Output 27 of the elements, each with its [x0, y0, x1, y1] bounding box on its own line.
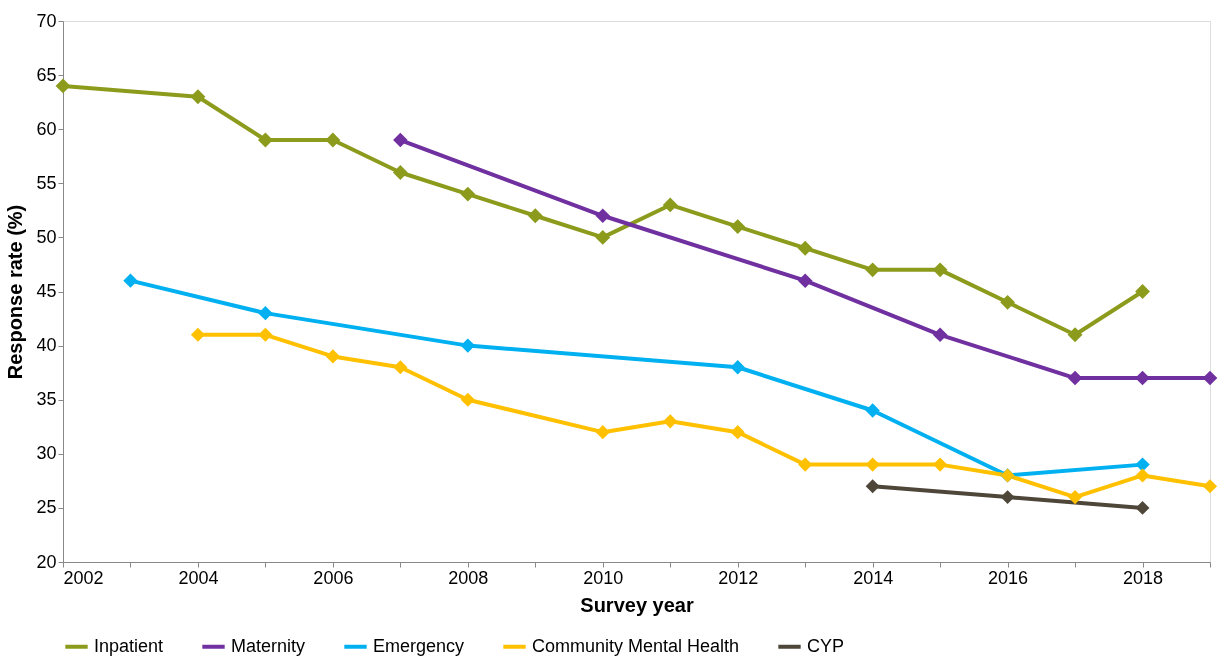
- x-tick-label: 2016: [988, 567, 1029, 588]
- y-tick-label: 30: [36, 443, 57, 464]
- x-tick-label: 2018: [1123, 567, 1164, 588]
- y-tick-label: 65: [36, 64, 57, 85]
- y-axis-title: Response rate (%): [4, 204, 27, 380]
- legend-label: Community Mental Health: [532, 635, 740, 656]
- x-tick-label: 2006: [313, 567, 354, 588]
- y-tick-label: 50: [36, 226, 57, 247]
- y-tick-label: 20: [36, 551, 57, 572]
- y-tick-label: 60: [36, 118, 57, 139]
- x-tick-label: 2002: [63, 567, 104, 588]
- y-tick-label: 45: [36, 281, 57, 301]
- x-tick-label: 2014: [853, 567, 894, 588]
- y-tick-label: 40: [36, 335, 57, 356]
- x-tick-label: 2008: [448, 567, 489, 588]
- legend-label: Inpatient: [94, 635, 164, 656]
- legend-label: CYP: [807, 635, 845, 656]
- x-tick-label: 2012: [718, 567, 759, 588]
- legend-label: Emergency: [373, 635, 465, 656]
- x-tick-label: 2004: [178, 567, 219, 588]
- x-axis-title: Survey year: [580, 593, 694, 616]
- x-tick-label: 2010: [583, 567, 624, 588]
- y-tick-label: 70: [36, 10, 57, 31]
- legend-label: Maternity: [231, 635, 306, 656]
- y-tick-label: 25: [36, 497, 57, 518]
- y-tick-label: 35: [36, 389, 57, 410]
- y-tick-label: 55: [36, 172, 57, 193]
